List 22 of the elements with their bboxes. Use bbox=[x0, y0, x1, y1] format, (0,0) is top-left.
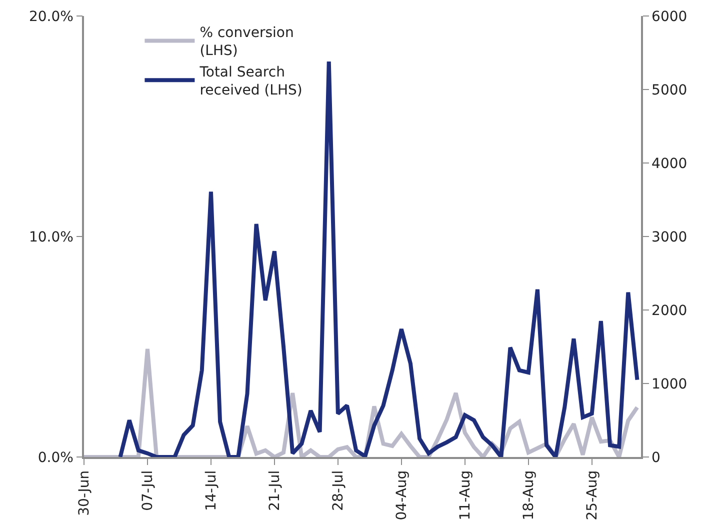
x-tick-label: 28-Jul bbox=[330, 470, 346, 511]
x-tick-label: 14-Jul bbox=[204, 470, 220, 511]
x-tick-label: 07-Jul bbox=[140, 470, 156, 511]
y2-tick-label: 3000 bbox=[652, 229, 688, 246]
x-tick-label: 25-Aug bbox=[584, 470, 600, 520]
legend-label: % conversion (LHS) bbox=[200, 25, 294, 60]
y2-tick-label: 4000 bbox=[652, 156, 688, 172]
y2-tick-label: 1000 bbox=[652, 376, 688, 392]
x-tick-label: 11-Aug bbox=[457, 470, 474, 520]
x-tick-label: 04-Aug bbox=[394, 470, 410, 520]
y2-tick-label: 6000 bbox=[652, 8, 688, 25]
legend-label: Total Search received (LHS) bbox=[198, 64, 302, 99]
x-tick-label: 21-Jul bbox=[267, 470, 283, 511]
x-tick-label: 18-Aug bbox=[520, 470, 537, 520]
y2-tick-label: 2000 bbox=[652, 302, 688, 319]
line-series bbox=[118, 60, 640, 457]
y2-tick-label: 0 bbox=[652, 450, 660, 466]
y-tick-label: 0.0% bbox=[38, 450, 74, 466]
y2-tick-label: 5000 bbox=[652, 82, 688, 98]
y-tick-label: 10.0% bbox=[28, 229, 74, 246]
y-tick-label: 20.0% bbox=[28, 8, 74, 25]
x-tick-label: 30-Jun bbox=[76, 470, 93, 516]
